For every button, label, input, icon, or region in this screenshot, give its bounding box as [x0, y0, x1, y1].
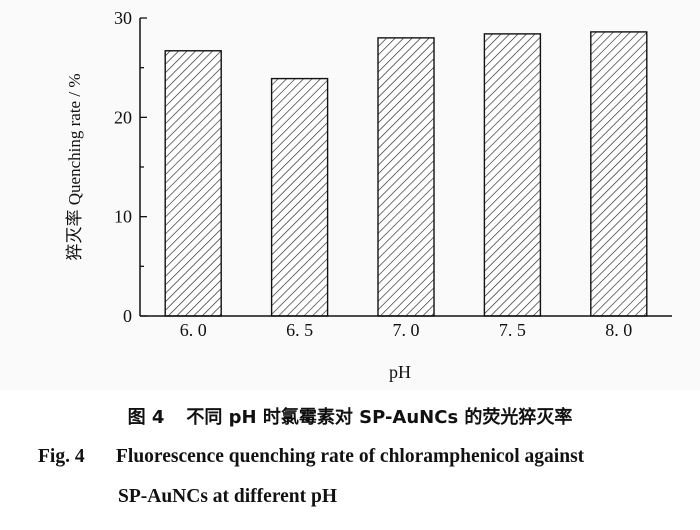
y-tick-label-1: 10	[114, 207, 132, 227]
caption-chinese: 图 4 不同 pH 时氯霉素对 SP-AuNCs 的荧光猝灭率	[0, 403, 700, 429]
caption-en-text-line2: SP-AuNCs at different pH	[118, 486, 338, 507]
bars-layer	[164, 31, 648, 317]
x-tick-label-3: 7. 5	[499, 320, 526, 340]
x-tick-label-0: 6. 0	[180, 320, 207, 340]
caption-en-text-line1: Fluorescence quenching rate of chloramph…	[116, 446, 585, 467]
y-tick-label-0: 0	[123, 306, 132, 326]
bar-0	[164, 50, 222, 317]
labels-layer: 6. 0 6. 5 7. 0 7. 5 8. 0 0 10 20 30 pH 猝灭率 Quenchi…	[65, 8, 632, 382]
caption-cn-text: 不同 pH 时氯霉素对 SP-AuNCs 的荧光猝灭率	[186, 407, 573, 428]
bar-1	[270, 77, 329, 317]
axes-layer	[139, 17, 672, 317]
bar-4	[590, 31, 648, 317]
y-tick-label-2: 20	[114, 107, 132, 127]
bar-2	[377, 37, 435, 317]
y-tick-label-3: 30	[114, 8, 132, 28]
x-axis-title: pH	[389, 362, 411, 382]
caption-english-line2: SP-AuNCs at different pH	[118, 486, 700, 508]
caption-en-number: Fig. 4	[38, 446, 85, 467]
plot-panel: 6. 0 6. 5 7. 0 7. 5 8. 0 0 10 20 30 pH 猝灭率 Quenchi…	[65, 8, 672, 382]
bar-3	[483, 33, 542, 317]
x-tick-label-2: 7. 0	[393, 320, 420, 340]
y-axis-title: 猝灭率 Quenching rate / %	[65, 74, 84, 261]
bar-chart: 6. 0 6. 5 7. 0 7. 5 8. 0 0 10 20 30 pH 猝灭率 Quenchi…	[65, 8, 672, 382]
caption-cn-number: 图 4	[127, 407, 165, 428]
x-tick-label-1: 6. 5	[286, 320, 313, 340]
caption-english-line1: Fig. 4 Fluorescence quenching rate of chl…	[38, 446, 678, 468]
x-tick-label-4: 8. 0	[605, 320, 632, 340]
